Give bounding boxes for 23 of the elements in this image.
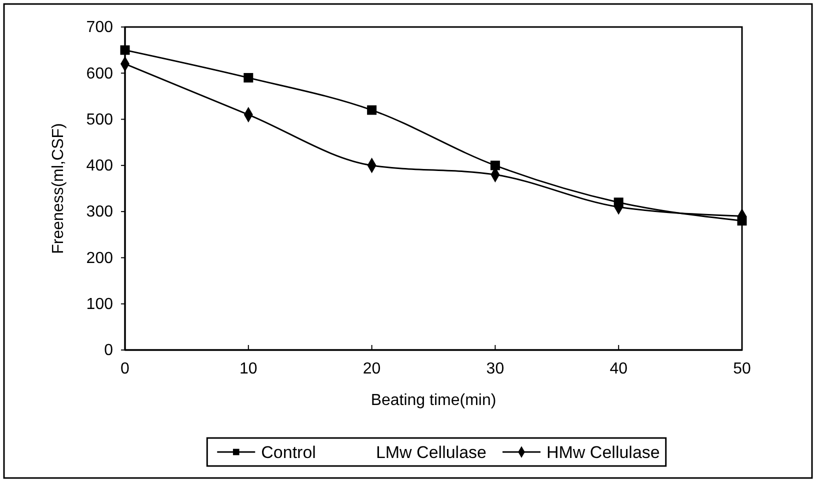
y-axis-title: Freeness(ml,CSF) [50, 123, 67, 254]
x-tick-label: 40 [610, 360, 628, 378]
point [490, 160, 500, 170]
y-tick-label: 100 [86, 296, 114, 313]
y-tick-label: 600 [86, 65, 114, 82]
x-tick-label: 50 [733, 360, 751, 378]
x-tick-label: 0 [120, 360, 130, 378]
y-tick-label: 400 [86, 158, 114, 175]
point [367, 105, 377, 115]
text: LMw Cellulase [376, 443, 486, 462]
point [244, 73, 254, 82]
x-tick-label: 10 [240, 360, 258, 378]
x-tick-label: 30 [486, 360, 504, 378]
y-tick-label: 300 [86, 204, 114, 221]
x-axis-title: Beating time(min) [370, 392, 496, 409]
x-tick-label: 20 [362, 360, 381, 378]
legend-label: Control [261, 443, 316, 462]
y-tick-label: 0 [104, 342, 114, 360]
point [120, 45, 130, 55]
y-tick-label: 700 [86, 19, 114, 36]
y-tick-label: 500 [86, 111, 114, 128]
y-tick-label: 200 [86, 250, 114, 267]
legend-label: HMw Cellulase [546, 443, 660, 462]
